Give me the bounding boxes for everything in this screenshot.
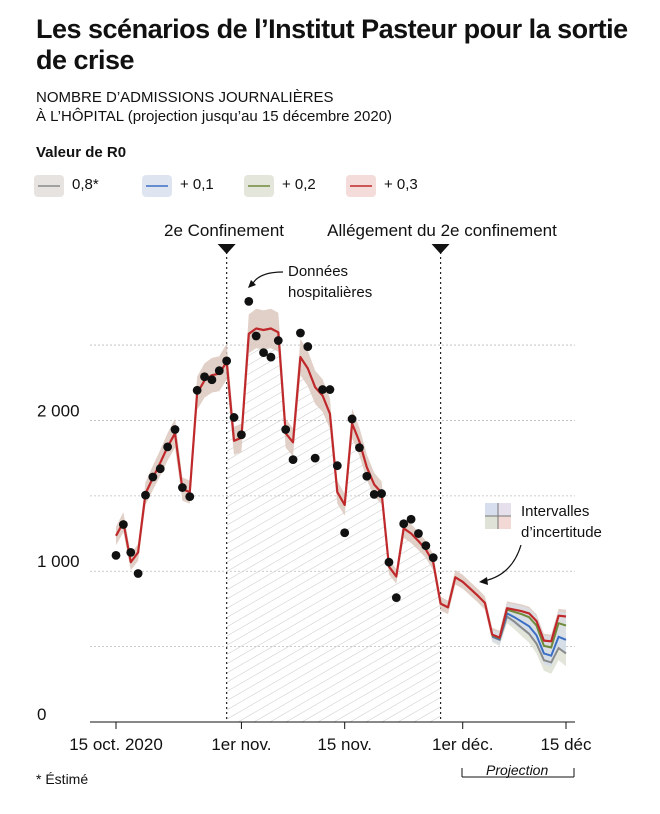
x-tick-label: 1er nov. xyxy=(211,735,271,754)
observed-points xyxy=(111,296,438,603)
event-marker-1 xyxy=(431,244,450,254)
annotation-donnees-line-2: hospitalières xyxy=(288,284,372,301)
observed-point xyxy=(214,366,224,376)
x-tick-label: 15 déc xyxy=(540,735,592,754)
scenario-lines xyxy=(115,327,567,664)
legend-label-plus02: + 0,2 xyxy=(282,176,316,193)
observed-point xyxy=(222,356,232,366)
observed-point xyxy=(296,328,305,338)
observed-point xyxy=(163,442,173,452)
uncertainty-bands xyxy=(116,308,566,674)
observed-point xyxy=(155,464,165,474)
observed-point xyxy=(229,413,239,422)
observed-point xyxy=(259,348,268,358)
event-marker-0 xyxy=(217,244,236,254)
observed-point xyxy=(185,492,195,501)
observed-point xyxy=(406,514,416,524)
observed-point xyxy=(384,557,394,567)
observed-point xyxy=(237,430,246,440)
legend-label-r08: 0,8* xyxy=(72,176,99,193)
annotation-confinement: 2e Confinement xyxy=(164,221,284,240)
confinement-hatch-area xyxy=(226,328,441,722)
observed-point xyxy=(340,528,350,538)
observed-point xyxy=(251,331,261,341)
intervalles-arrow-head xyxy=(479,577,488,585)
observed-point xyxy=(281,425,291,434)
annotation-donnees-line-1: Données xyxy=(288,263,348,280)
projection-label: Projection xyxy=(486,762,549,778)
observed-point xyxy=(362,471,372,481)
y-tick-label: 2 000 xyxy=(37,401,80,420)
observed-point xyxy=(200,372,209,382)
uncertainty-icon xyxy=(485,503,511,529)
observed-point xyxy=(170,425,180,434)
observed-point xyxy=(414,529,423,538)
y-tick-label: 0 xyxy=(37,705,46,724)
uncertainty-icon-red xyxy=(498,516,511,529)
legend-swatch-plus03 xyxy=(346,175,376,197)
observed-point xyxy=(391,593,401,603)
observed-point xyxy=(355,443,364,452)
observed-point xyxy=(318,385,327,394)
observed-point xyxy=(303,342,313,351)
observed-point xyxy=(428,553,438,563)
donnees-arrow xyxy=(251,271,284,286)
x-tick-label: 1er déc. xyxy=(432,735,493,754)
legend-swatch-plus02 xyxy=(244,175,274,197)
observed-point xyxy=(421,541,431,550)
observed-point xyxy=(273,336,283,345)
observed-point xyxy=(399,519,409,529)
chart-title: Les scénarios de l’Institut Pasteur pour… xyxy=(36,14,628,75)
observed-point xyxy=(369,489,379,499)
observed-point xyxy=(207,375,217,385)
subtitle-line-2: À L’HÔPITAL (projection jusqu’au 15 déce… xyxy=(36,108,393,125)
observed-point xyxy=(288,455,298,465)
annotation-intervalles-line-2: d’incertitude xyxy=(521,524,602,541)
y-tick-label: 1 000 xyxy=(37,552,80,571)
observed-point xyxy=(266,352,276,362)
donnees-arrow-head xyxy=(248,280,256,288)
annotation-allegement: Allégement du 2e confinement xyxy=(327,221,557,240)
observed-point xyxy=(177,483,187,492)
observed-point xyxy=(126,547,136,557)
intervalles-arrow xyxy=(483,544,522,582)
uncertainty-icon-blue xyxy=(485,503,498,516)
x-tick-label: 15 nov. xyxy=(317,735,372,754)
event-markers xyxy=(217,244,450,722)
observed-point xyxy=(244,296,254,306)
series-line-main xyxy=(115,327,567,643)
observed-point xyxy=(332,461,342,471)
observed-point xyxy=(111,551,121,560)
observed-point xyxy=(310,453,320,463)
band-1 xyxy=(492,602,566,659)
legend-label-plus03: + 0,3 xyxy=(384,176,418,193)
subtitle-line-1: NOMBRE D’ADMISSIONS JOURNALIÈRES xyxy=(36,89,334,106)
axes: 15 oct. 2020 1er nov. 15 nov. 1er déc. 15 dé… xyxy=(37,401,592,754)
observed-point xyxy=(347,414,357,424)
legend-swatch-plus01 xyxy=(142,175,172,197)
legend-label-plus01: + 0,1 xyxy=(180,176,214,193)
observed-point xyxy=(133,569,143,578)
annotation-intervalles-line-1: Intervalles xyxy=(521,503,589,520)
observed-point xyxy=(118,520,128,529)
observed-point xyxy=(377,489,386,498)
uncertainty-icon-lilac xyxy=(498,503,511,516)
footnote: * Éstimé xyxy=(36,771,89,787)
confinement-hatch xyxy=(226,328,441,722)
observed-point xyxy=(192,385,202,395)
grid-lines xyxy=(90,344,575,648)
legend-title: Valeur de R0 xyxy=(36,144,127,161)
observed-point xyxy=(141,490,150,500)
legend-swatch-r08 xyxy=(34,175,64,197)
uncertainty-icon-green xyxy=(485,516,498,529)
observed-point xyxy=(148,472,158,482)
observed-point xyxy=(325,385,335,394)
band-plus03 xyxy=(116,308,566,649)
chart-subtitle: NOMBRE D’ADMISSIONS JOURNALIÈRES À L’HÔP… xyxy=(36,88,392,126)
x-tick-label: 15 oct. 2020 xyxy=(69,735,163,754)
